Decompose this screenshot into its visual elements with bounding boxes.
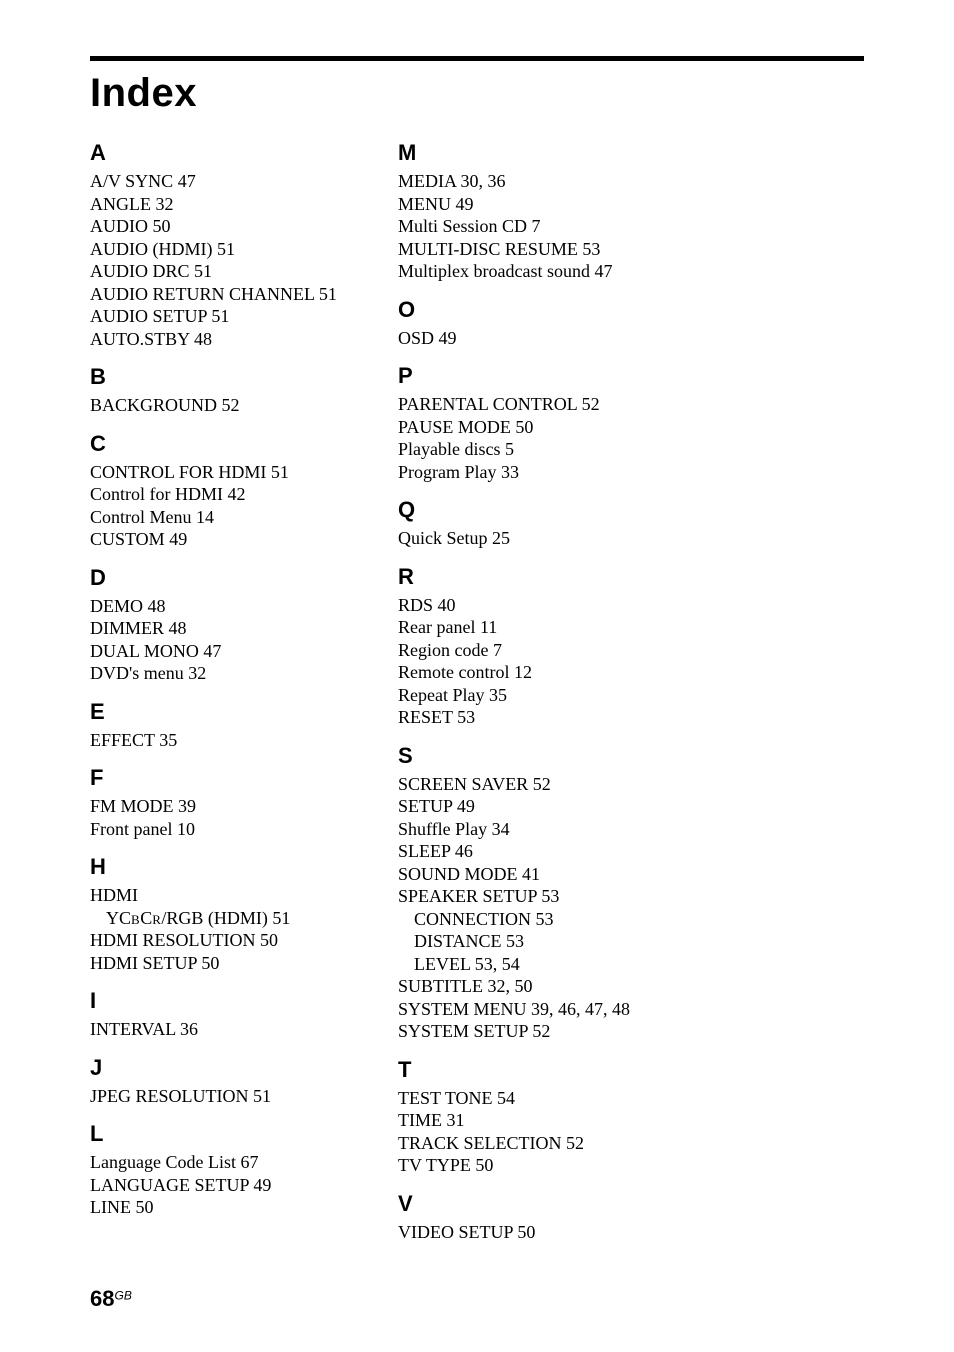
index-entry: JPEG RESOLUTION 51 bbox=[90, 1085, 350, 1108]
index-letter: A bbox=[90, 140, 350, 166]
index-letter: S bbox=[398, 743, 658, 769]
index-entry: RDS 40 bbox=[398, 594, 658, 617]
index-letter: Q bbox=[398, 497, 658, 523]
index-entry: MULTI-DISC RESUME 53 bbox=[398, 238, 658, 261]
index-entry: MENU 49 bbox=[398, 193, 658, 216]
index-entry: AUDIO DRC 51 bbox=[90, 260, 350, 283]
index-entry: YCbCr/RGB (HDMI) 51 bbox=[90, 907, 350, 930]
index-entry: SOUND MODE 41 bbox=[398, 863, 658, 886]
index-entry: Shuffle Play 34 bbox=[398, 818, 658, 841]
index-entry: ANGLE 32 bbox=[90, 193, 350, 216]
index-column: A A/V SYNC 47ANGLE 32AUDIO 50AUDIO (HDMI)… bbox=[90, 140, 350, 1243]
index-entry: HDMI RESOLUTION 50 bbox=[90, 929, 350, 952]
index-entry: BACKGROUND 52 bbox=[90, 394, 350, 417]
index-letter: C bbox=[90, 431, 350, 457]
index-entry: LANGUAGE SETUP 49 bbox=[90, 1174, 350, 1197]
index-letter: L bbox=[90, 1121, 350, 1147]
index-entry: Rear panel 11 bbox=[398, 616, 658, 639]
index-title: Index bbox=[90, 71, 864, 116]
index-entry: CONNECTION 53 bbox=[398, 908, 658, 931]
index-entry: Repeat Play 35 bbox=[398, 684, 658, 707]
index-entry: HDMI bbox=[90, 884, 350, 907]
index-entry: AUTO.STBY 48 bbox=[90, 328, 350, 351]
index-entry: MEDIA 30, 36 bbox=[398, 170, 658, 193]
index-entry: Quick Setup 25 bbox=[398, 527, 658, 550]
index-entry: AUDIO RETURN CHANNEL 51 bbox=[90, 283, 350, 306]
index-entry: TEST TONE 54 bbox=[398, 1087, 658, 1110]
index-letter: P bbox=[398, 363, 658, 389]
index-entry: DEMO 48 bbox=[90, 595, 350, 618]
page-number-value: 68 bbox=[90, 1286, 114, 1311]
index-entry: EFFECT 35 bbox=[90, 729, 350, 752]
index-letter: I bbox=[90, 988, 350, 1014]
index-columns: A A/V SYNC 47ANGLE 32AUDIO 50AUDIO (HDMI)… bbox=[90, 140, 864, 1243]
index-entry: Control Menu 14 bbox=[90, 506, 350, 529]
index-letter: M bbox=[398, 140, 658, 166]
index-entry: Multi Session CD 7 bbox=[398, 215, 658, 238]
index-entry: SYSTEM MENU 39, 46, 47, 48 bbox=[398, 998, 658, 1021]
index-column: M MEDIA 30, 36MENU 49Multi Session CD 7MU… bbox=[398, 140, 658, 1243]
index-letter: H bbox=[90, 854, 350, 880]
index-entry: SPEAKER SETUP 53 bbox=[398, 885, 658, 908]
index-entry: Front panel 10 bbox=[90, 818, 350, 841]
index-entry: SLEEP 46 bbox=[398, 840, 658, 863]
index-entry: OSD 49 bbox=[398, 327, 658, 350]
index-letter: J bbox=[90, 1055, 350, 1081]
index-entry: CONTROL FOR HDMI 51 bbox=[90, 461, 350, 484]
index-entry: TV TYPE 50 bbox=[398, 1154, 658, 1177]
index-entry: RESET 53 bbox=[398, 706, 658, 729]
index-entry: A/V SYNC 47 bbox=[90, 170, 350, 193]
index-entry: FM MODE 39 bbox=[90, 795, 350, 818]
index-entry: HDMI SETUP 50 bbox=[90, 952, 350, 975]
index-entry: Control for HDMI 42 bbox=[90, 483, 350, 506]
index-entry: SCREEN SAVER 52 bbox=[398, 773, 658, 796]
index-letter: B bbox=[90, 364, 350, 390]
index-entry: SYSTEM SETUP 52 bbox=[398, 1020, 658, 1043]
index-letter: F bbox=[90, 765, 350, 791]
page-locale: GB bbox=[114, 1289, 131, 1303]
index-entry: DISTANCE 53 bbox=[398, 930, 658, 953]
top-rule bbox=[90, 56, 864, 61]
index-entry: DIMMER 48 bbox=[90, 617, 350, 640]
index-entry: PAUSE MODE 50 bbox=[398, 416, 658, 439]
index-letter: E bbox=[90, 699, 350, 725]
index-entry: LEVEL 53, 54 bbox=[398, 953, 658, 976]
page: Index AA/V SYNC 47ANGLE 32AUDIO 50AUDIO … bbox=[0, 0, 954, 1243]
index-letter: T bbox=[398, 1057, 658, 1083]
index-entry: DVD's menu 32 bbox=[90, 662, 350, 685]
index-entry: SETUP 49 bbox=[398, 795, 658, 818]
index-letter: O bbox=[398, 297, 658, 323]
index-entry: LINE 50 bbox=[90, 1196, 350, 1219]
index-entry: VIDEO SETUP 50 bbox=[398, 1221, 658, 1244]
index-entry: AUDIO SETUP 51 bbox=[90, 305, 350, 328]
index-entry: Playable discs 5 bbox=[398, 438, 658, 461]
index-entry: AUDIO 50 bbox=[90, 215, 350, 238]
index-entry: Language Code List 67 bbox=[90, 1151, 350, 1174]
index-letter: D bbox=[90, 565, 350, 591]
page-number: 68GB bbox=[90, 1286, 132, 1312]
index-entry: Multiplex broadcast sound 47 bbox=[398, 260, 658, 283]
index-letter: R bbox=[398, 564, 658, 590]
index-entry: PARENTAL CONTROL 52 bbox=[398, 393, 658, 416]
index-entry: SUBTITLE 32, 50 bbox=[398, 975, 658, 998]
index-entry: TIME 31 bbox=[398, 1109, 658, 1132]
index-entry: AUDIO (HDMI) 51 bbox=[90, 238, 350, 261]
index-entry: Region code 7 bbox=[398, 639, 658, 662]
index-entry: Program Play 33 bbox=[398, 461, 658, 484]
index-entry: INTERVAL 36 bbox=[90, 1018, 350, 1041]
index-entry: TRACK SELECTION 52 bbox=[398, 1132, 658, 1155]
index-letter: V bbox=[398, 1191, 658, 1217]
index-entry: Remote control 12 bbox=[398, 661, 658, 684]
index-entry: DUAL MONO 47 bbox=[90, 640, 350, 663]
index-entry: CUSTOM 49 bbox=[90, 528, 350, 551]
